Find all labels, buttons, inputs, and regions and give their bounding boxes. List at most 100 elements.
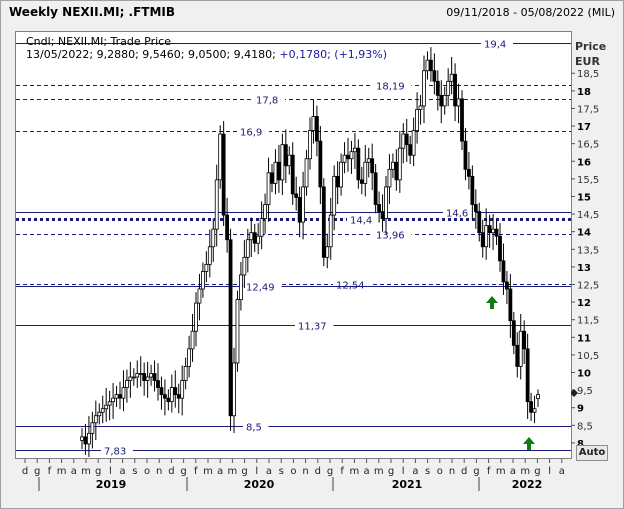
candle[interactable] xyxy=(156,363,160,401)
candle[interactable] xyxy=(266,157,271,222)
candle[interactable] xyxy=(529,392,533,422)
candle[interactable] xyxy=(256,223,261,255)
candle[interactable] xyxy=(225,197,229,253)
candle[interactable] xyxy=(273,149,278,195)
candle[interactable] xyxy=(411,117,416,167)
candle[interactable] xyxy=(515,332,520,378)
candle[interactable] xyxy=(359,166,364,195)
candle[interactable] xyxy=(180,365,185,416)
candle[interactable] xyxy=(370,143,375,191)
candle[interactable] xyxy=(304,149,309,196)
candle[interactable] xyxy=(138,356,143,387)
candle[interactable] xyxy=(328,197,333,260)
candle[interactable] xyxy=(501,243,506,295)
candle[interactable] xyxy=(87,416,91,457)
candle[interactable] xyxy=(263,193,267,234)
candlestick-chart[interactable]: 19,418,1917,816,914,614,413,9612,5412,49… xyxy=(16,32,571,458)
candle[interactable] xyxy=(145,361,150,398)
candle[interactable] xyxy=(104,387,109,422)
candle[interactable] xyxy=(456,83,461,124)
candle[interactable] xyxy=(363,145,368,197)
candle[interactable] xyxy=(169,374,174,413)
candle[interactable] xyxy=(311,99,316,144)
candle[interactable] xyxy=(221,121,226,226)
candle[interactable] xyxy=(142,362,147,396)
candle[interactable] xyxy=(484,208,489,260)
candle[interactable] xyxy=(131,368,136,386)
candle[interactable] xyxy=(277,145,281,193)
auto-scale-button[interactable]: Auto xyxy=(576,445,608,461)
candle[interactable] xyxy=(308,117,312,170)
candle[interactable] xyxy=(97,403,102,425)
candle[interactable] xyxy=(387,154,392,205)
price-axis[interactable]: 8 8,5 9 9,5 10 10,5 11 11,5 12 12,5 13 13,5 14 14,5 15… xyxy=(570,31,623,461)
candle[interactable] xyxy=(294,176,299,211)
candle[interactable] xyxy=(249,217,254,257)
candle[interactable] xyxy=(159,376,164,410)
candle[interactable] xyxy=(128,361,133,398)
candle[interactable] xyxy=(242,240,247,288)
candle[interactable] xyxy=(125,369,129,403)
candle[interactable] xyxy=(194,292,198,347)
candle[interactable] xyxy=(418,95,423,125)
candle[interactable] xyxy=(100,395,105,424)
candle[interactable] xyxy=(321,178,326,267)
candle[interactable] xyxy=(232,347,236,434)
candle[interactable] xyxy=(204,251,209,283)
candle[interactable] xyxy=(442,86,447,115)
candle[interactable] xyxy=(498,223,502,272)
candle[interactable] xyxy=(473,189,478,229)
candle[interactable] xyxy=(187,335,191,378)
candle[interactable] xyxy=(356,139,361,189)
candle[interactable] xyxy=(214,164,219,247)
candle[interactable] xyxy=(435,70,440,111)
candle[interactable] xyxy=(183,357,188,390)
candle[interactable] xyxy=(373,164,378,214)
candle[interactable] xyxy=(290,142,295,205)
candle[interactable] xyxy=(425,51,430,80)
candle[interactable] xyxy=(235,290,240,372)
candle[interactable] xyxy=(532,395,537,424)
candle[interactable] xyxy=(346,137,350,172)
candle[interactable] xyxy=(315,105,319,157)
candle[interactable] xyxy=(422,55,426,124)
candle[interactable] xyxy=(477,202,482,242)
candle[interactable] xyxy=(245,228,250,273)
candle[interactable] xyxy=(197,273,202,321)
candle[interactable] xyxy=(325,233,330,269)
candle[interactable] xyxy=(239,261,243,311)
candle[interactable] xyxy=(252,223,257,253)
candle[interactable] xyxy=(391,153,395,179)
candle[interactable] xyxy=(332,165,337,231)
candle[interactable] xyxy=(301,171,305,240)
candle[interactable] xyxy=(518,314,523,380)
candle[interactable] xyxy=(480,219,485,258)
candle[interactable] xyxy=(166,389,171,411)
candle[interactable] xyxy=(429,47,433,82)
candle[interactable] xyxy=(152,360,157,392)
candle[interactable] xyxy=(90,411,95,449)
date-range[interactable]: 09/11/2018 - 05/08/2022 (MIL) xyxy=(446,6,615,19)
candle[interactable] xyxy=(121,370,126,412)
candle[interactable] xyxy=(280,133,285,196)
candle[interactable] xyxy=(453,63,457,122)
candle[interactable] xyxy=(536,389,540,407)
candle[interactable] xyxy=(401,123,406,164)
candle[interactable] xyxy=(446,68,451,107)
candle[interactable] xyxy=(404,118,409,162)
candle[interactable] xyxy=(201,262,205,298)
candle[interactable] xyxy=(353,133,357,169)
candle[interactable] xyxy=(349,140,354,174)
candle[interactable] xyxy=(80,428,84,450)
candle[interactable] xyxy=(118,381,122,410)
price-plot-area[interactable]: Cndl; NEXII.MI; Trade Price 13/05/2022; … xyxy=(15,31,572,459)
candle[interactable] xyxy=(460,90,464,150)
candle[interactable] xyxy=(318,126,323,205)
candle[interactable] xyxy=(408,135,413,165)
candle[interactable] xyxy=(83,423,88,455)
candle[interactable] xyxy=(259,201,264,250)
candle[interactable] xyxy=(287,146,292,175)
candle[interactable] xyxy=(207,229,212,278)
candle[interactable] xyxy=(135,360,140,388)
candle[interactable] xyxy=(218,125,223,189)
